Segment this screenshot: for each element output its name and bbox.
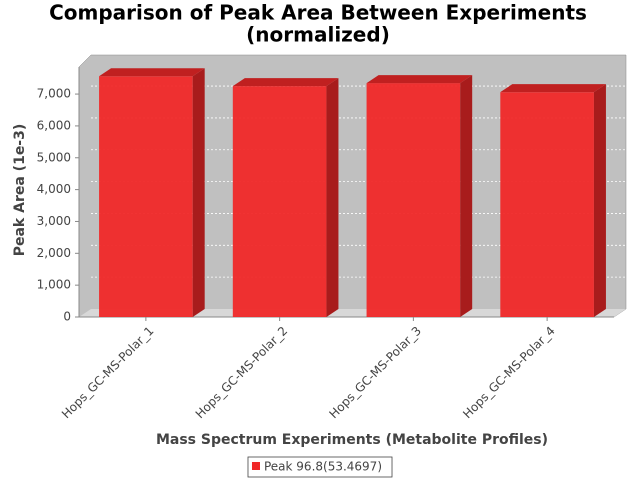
y-tick-label: 0: [63, 310, 71, 324]
y-tick-label: 5,000: [37, 150, 71, 164]
chart-title: (normalized): [246, 23, 390, 47]
bar: [500, 92, 594, 317]
bar: [232, 86, 327, 318]
legend-box: [247, 456, 393, 478]
y-tick-label: 6,000: [37, 118, 71, 132]
x-tick-label: Hops_GC-MS-Polar_2: [193, 324, 291, 422]
x-axis-title: Mass Spectrum Experiments (Metabolite Pr…: [156, 432, 548, 448]
bar-top: [500, 84, 606, 93]
chart-title: Comparison of Peak Area Between Experime…: [49, 1, 587, 25]
plot-floor: [79, 309, 626, 317]
y-axis-title: Peak Area (1e-3): [12, 124, 28, 257]
y-tick-label: 3,000: [37, 214, 71, 228]
bar: [99, 76, 193, 317]
legend-swatch: [251, 462, 260, 470]
y-tick-label: 4,000: [37, 182, 71, 196]
bar-top: [366, 75, 473, 84]
y-tick-label: 7,000: [37, 87, 71, 101]
bar-side: [326, 78, 339, 318]
bar-side: [192, 68, 205, 317]
y-tick-label: 2,000: [37, 246, 71, 260]
x-tick-label: Hops_GC-MS-Polar_4: [460, 324, 558, 422]
bar-top: [232, 78, 339, 87]
bar-side: [460, 75, 473, 318]
bar-side: [593, 84, 606, 317]
y-tick-label: 1,000: [37, 278, 71, 292]
bar: [366, 83, 461, 318]
x-tick-label: Hops_GC-MS-Polar_3: [326, 324, 424, 422]
x-tick-label: Hops_GC-MS-Polar_1: [59, 324, 157, 422]
legend: Peak 96.8(53.4697): [247, 456, 393, 478]
legend-label: Peak 96.8(53.4697): [264, 460, 382, 474]
bar-top: [99, 68, 205, 77]
